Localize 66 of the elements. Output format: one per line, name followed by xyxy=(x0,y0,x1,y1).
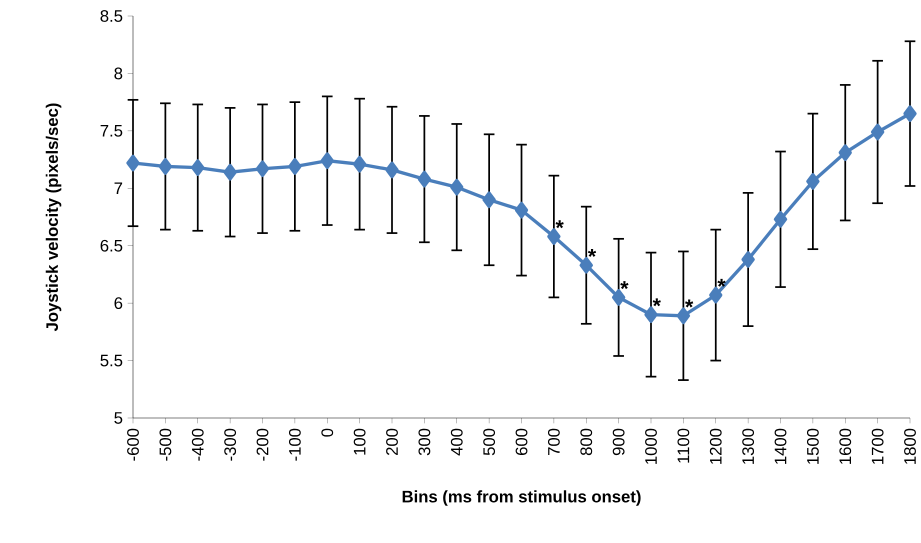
x-tick-label: -400 xyxy=(192,428,204,461)
point xyxy=(709,286,722,304)
x-tick-label: 900 xyxy=(612,428,625,456)
point xyxy=(191,159,204,176)
y-tick-label: 6.5 xyxy=(100,240,122,252)
point xyxy=(870,124,884,140)
point xyxy=(741,251,755,268)
y-tick-label: 6 xyxy=(114,297,122,310)
point xyxy=(256,160,270,178)
y-tick-label: 5 xyxy=(114,412,122,424)
x-tick-label: -500 xyxy=(159,428,172,461)
annotation: * xyxy=(652,298,661,306)
point xyxy=(806,173,820,190)
x-tick-label: -300 xyxy=(224,428,236,461)
x-tick-label: 200 xyxy=(386,428,398,456)
annotation: * xyxy=(620,281,629,290)
point xyxy=(774,210,788,228)
point xyxy=(223,164,237,181)
y-axis-title: Joystick velocity (pixels/sec) xyxy=(46,103,62,332)
point xyxy=(418,170,432,188)
point xyxy=(385,162,399,178)
x-tick-label: 1400 xyxy=(774,428,786,464)
x-tick-label: 700 xyxy=(548,428,560,455)
point xyxy=(580,256,593,274)
annotation: * xyxy=(685,300,694,308)
x-tick-label: 1700 xyxy=(872,428,884,464)
point xyxy=(126,154,140,172)
y-tick-label: 8 xyxy=(114,68,122,80)
x-tick-label: 100 xyxy=(354,428,366,455)
annotation: * xyxy=(588,248,596,257)
point xyxy=(644,306,658,323)
annotation: * xyxy=(717,278,726,287)
annotation: * xyxy=(556,220,564,228)
x-tick-label: -600 xyxy=(127,428,139,461)
x-tick-label: 0 xyxy=(321,428,334,437)
point xyxy=(158,158,172,175)
x-tick-label: 1600 xyxy=(839,428,852,464)
point xyxy=(903,105,917,122)
x-tick-label: 600 xyxy=(516,428,528,456)
x-tick-label: -200 xyxy=(256,428,268,461)
point xyxy=(514,202,528,218)
x-tick-label: 1500 xyxy=(806,428,819,464)
point xyxy=(352,156,366,172)
point xyxy=(320,152,334,170)
point xyxy=(450,178,464,196)
y-tick-label: 7 xyxy=(114,182,122,194)
point xyxy=(288,158,302,175)
x-tick-label: 400 xyxy=(450,428,463,456)
point xyxy=(547,228,561,245)
x-tick-label: 500 xyxy=(483,428,496,456)
point xyxy=(482,191,496,208)
x-tick-label: 1100 xyxy=(677,428,690,463)
x-tick-label: 300 xyxy=(418,428,430,456)
point xyxy=(612,289,626,306)
x-tick-label: 1200 xyxy=(710,428,722,464)
x-tick-label: -100 xyxy=(288,428,301,461)
y-tick-label: 7.5 xyxy=(100,125,122,137)
point xyxy=(838,144,852,162)
y-tick-label: 5.5 xyxy=(100,354,122,366)
x-tick-label: 1000 xyxy=(645,428,657,464)
point xyxy=(676,307,690,324)
x-tick-label: 1300 xyxy=(742,428,754,464)
y-tick-label: 8.5 xyxy=(100,10,122,22)
x-tick-label: 800 xyxy=(580,428,592,456)
x-tick-label: 1800 xyxy=(904,428,916,464)
x-axis-title: Bins (ms from stimulus onset) xyxy=(402,490,641,506)
